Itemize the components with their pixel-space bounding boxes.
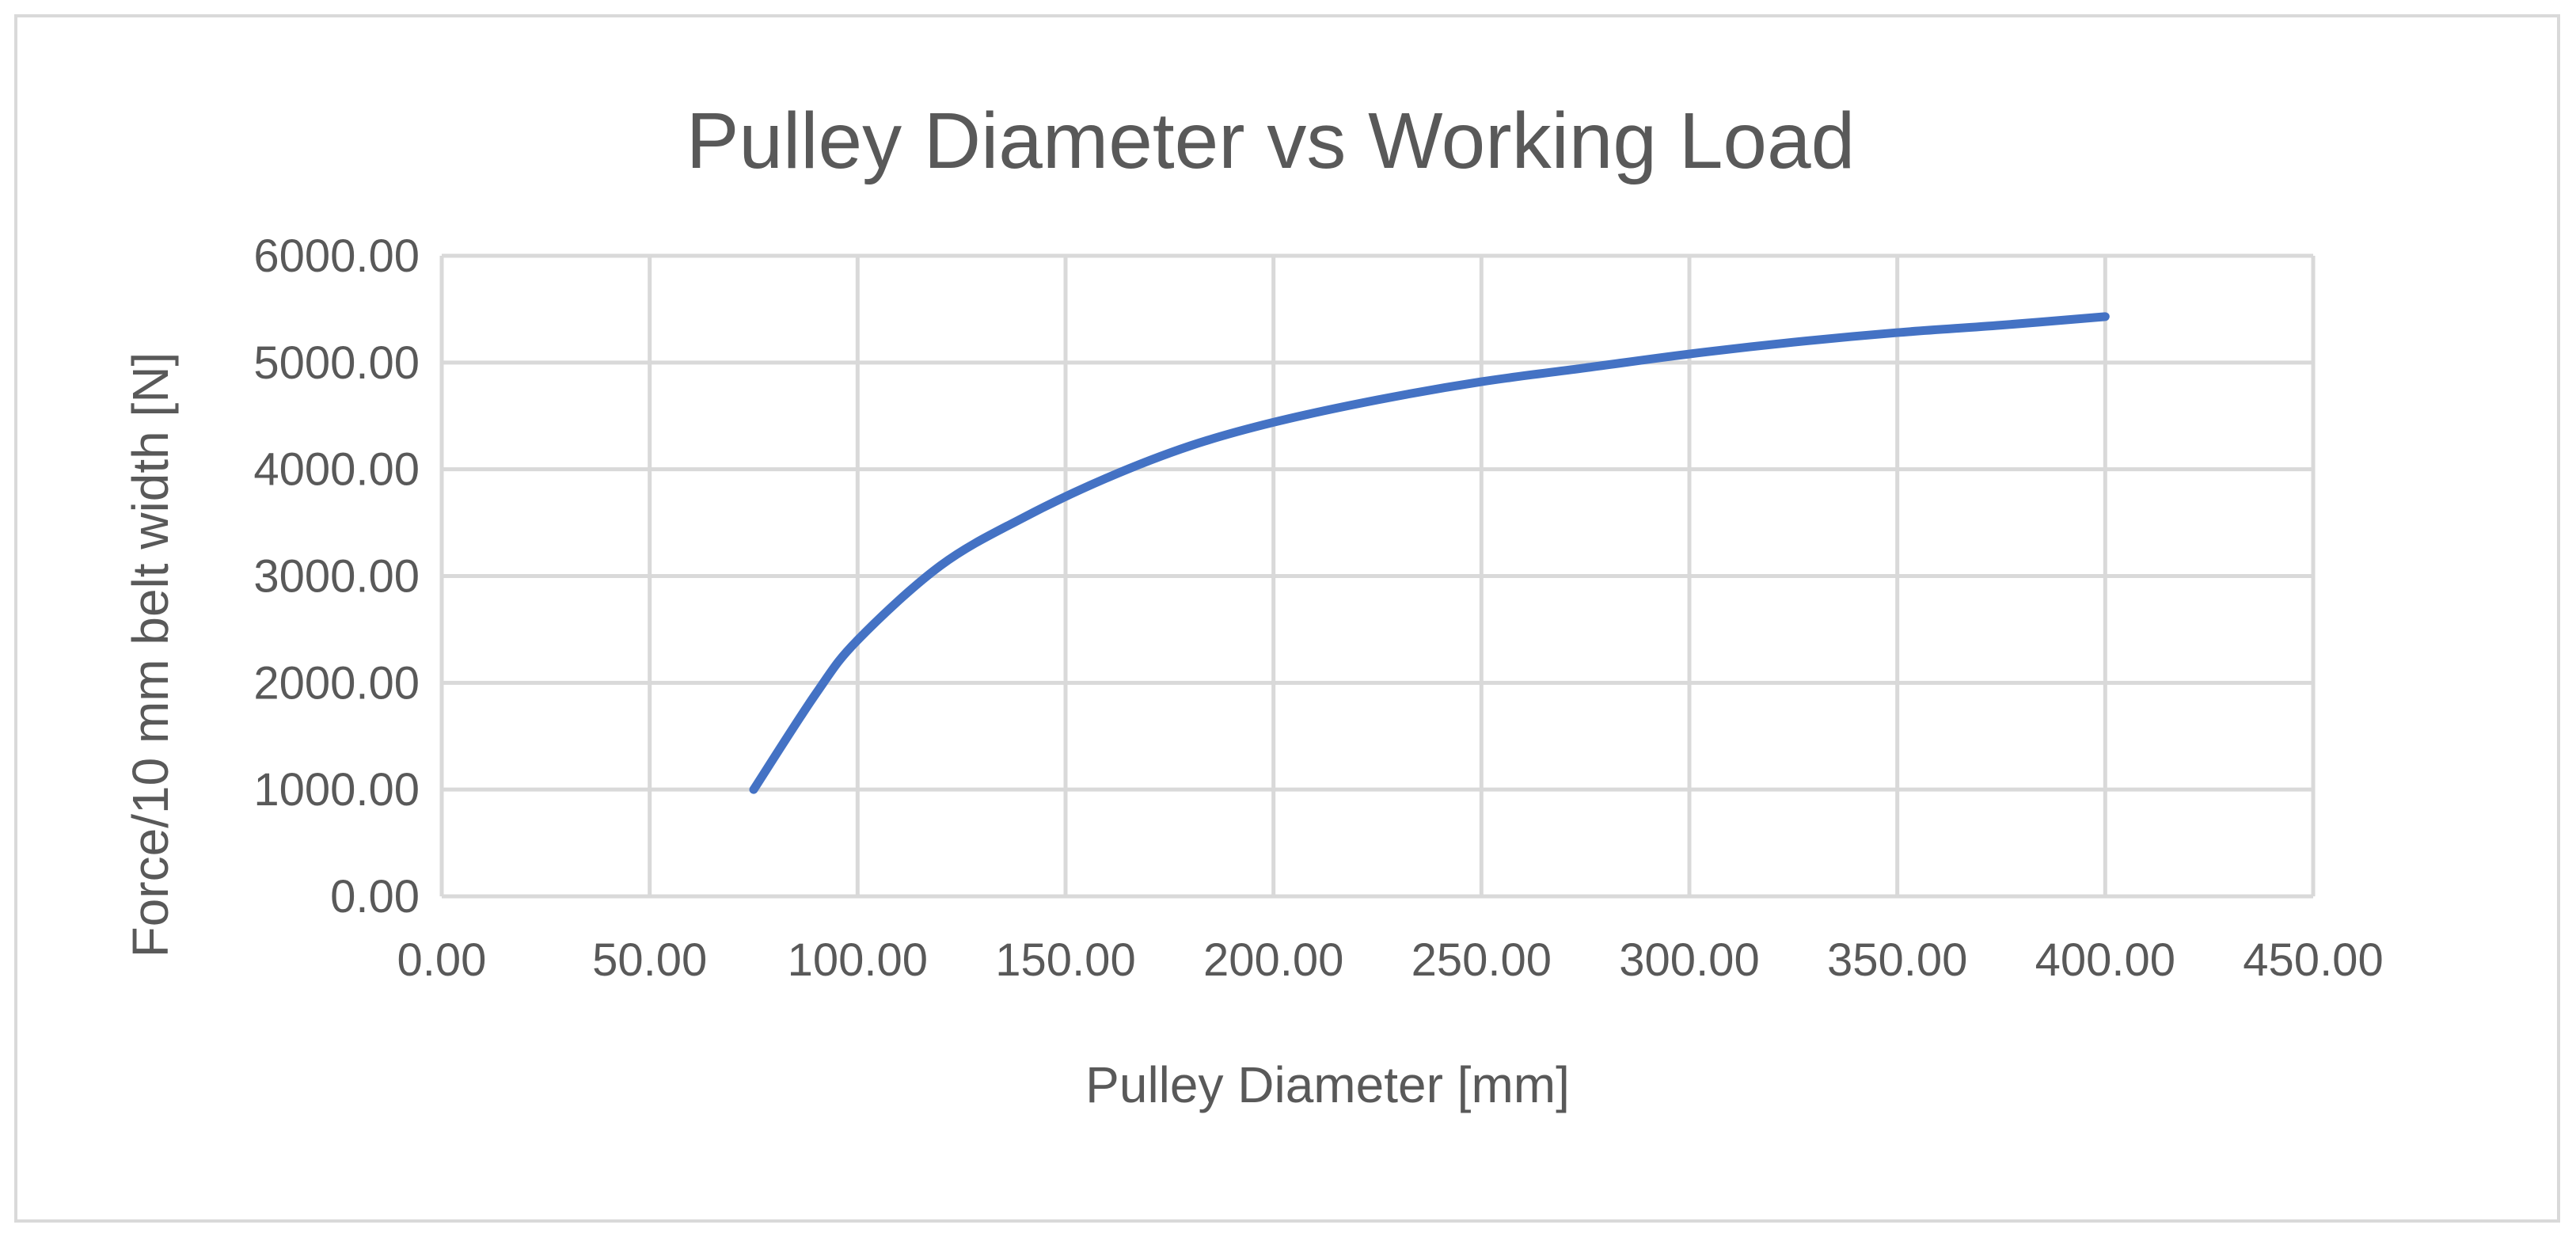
x-tick-label: 150.00 — [995, 934, 1135, 986]
chart-area: Pulley Diameter vs Working Load 0.00 1000… — [14, 14, 2560, 1223]
x-tick-label: 0.00 — [397, 934, 487, 986]
x-tick-label: 50.00 — [592, 934, 707, 986]
y-tick-label: 2000.00 — [253, 657, 420, 709]
data-point-3 — [940, 565, 941, 566]
y-tick-label: 4000.00 — [253, 444, 420, 496]
y-tick-label: 1000.00 — [253, 764, 420, 816]
y-tick-label: 0.00 — [330, 871, 420, 922]
x-tick-label: 350.00 — [1827, 934, 1967, 986]
data-point-12 — [1792, 341, 1794, 343]
gridlines — [439, 253, 2316, 899]
data-point-1 — [815, 693, 817, 694]
y-axis-title: Force/10 mm belt width [N] — [122, 352, 179, 958]
series-line-0 — [749, 312, 2110, 794]
data-point-13 — [1897, 332, 1898, 333]
x-tick-label: 250.00 — [1411, 934, 1552, 986]
x-axis-title: Pulley Diameter [mm] — [1085, 1056, 1570, 1113]
data-point-14 — [2000, 325, 2002, 326]
data-point-6 — [1190, 445, 1191, 447]
data-point-7 — [1273, 421, 1275, 423]
data-point-10 — [1585, 367, 1586, 369]
series-layer — [749, 312, 2110, 794]
x-tick-label: 450.00 — [2243, 934, 2383, 986]
x-axis-tick-labels: 0.00 50.00 100.00 150.00 200.00 250.00 300.00 3… — [397, 934, 2384, 986]
data-point-8 — [1377, 399, 1378, 401]
y-tick-label: 3000.00 — [253, 551, 420, 603]
data-point-2 — [857, 639, 858, 641]
x-tick-label: 200.00 — [1203, 934, 1343, 986]
data-point-15 — [2104, 316, 2106, 318]
data-point-5 — [1107, 477, 1108, 478]
x-tick-label: 100.00 — [788, 934, 928, 986]
y-tick-label: 5000.00 — [253, 337, 420, 389]
x-tick-label: 300.00 — [1619, 934, 1759, 986]
x-tick-label: 400.00 — [2035, 934, 2175, 986]
line-chart: Pulley Diameter vs Working Load 0.00 1000… — [122, 97, 2384, 1113]
data-point-11 — [1689, 353, 1690, 355]
chart-title: Pulley Diameter vs Working Load — [686, 97, 1856, 185]
y-tick-label: 6000.00 — [253, 230, 420, 282]
data-point-9 — [1480, 381, 1482, 382]
data-point-0 — [753, 789, 754, 790]
y-axis-tick-labels: 0.00 1000.00 2000.00 3000.00 4000.00 5000.00 6… — [253, 230, 420, 922]
data-point-4 — [1023, 516, 1024, 518]
